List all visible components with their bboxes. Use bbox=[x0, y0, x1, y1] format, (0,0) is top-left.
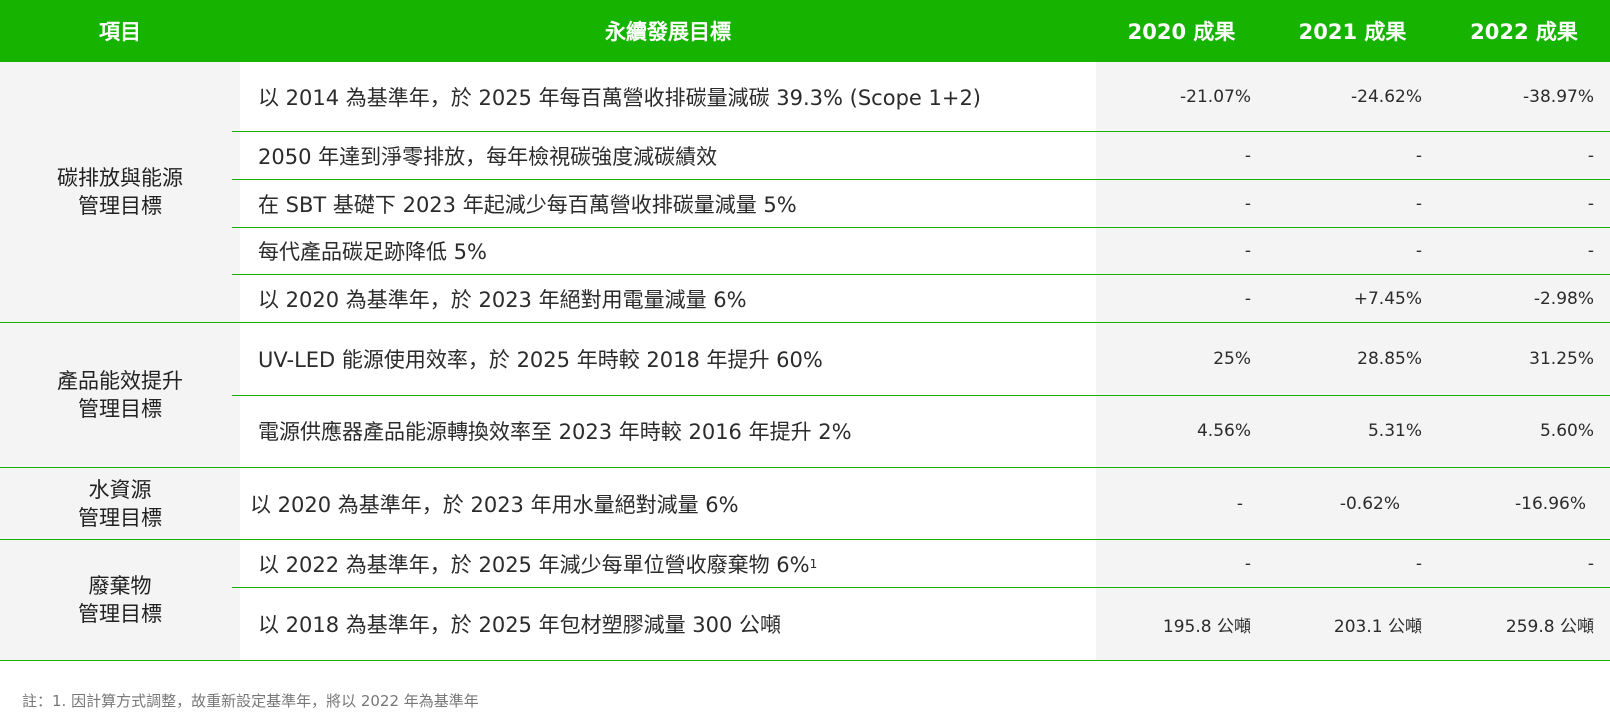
row-divider bbox=[232, 227, 1610, 228]
category-label-line2: 管理目標 bbox=[78, 397, 162, 421]
row-divider bbox=[232, 179, 1610, 180]
result-2020: 4.56% bbox=[1096, 395, 1267, 467]
result-2020: -21.07% bbox=[1096, 62, 1267, 132]
target-text: 以 2020 為基準年，於 2023 年絕對用電量減量 6% bbox=[258, 287, 747, 312]
result-2022: - bbox=[1438, 227, 1610, 275]
group-divider bbox=[0, 539, 1610, 540]
header-2022-result: 2022 成果 bbox=[1438, 0, 1610, 62]
result-2022: -16.96% bbox=[1438, 468, 1610, 539]
result-2021: +7.45% bbox=[1267, 275, 1438, 322]
category-label-line2: 管理目標 bbox=[78, 602, 162, 626]
group-divider bbox=[0, 322, 1610, 323]
target-text: 以 2014 為基準年，於 2025 年每百萬營收排碳量減碳 39.3% (Sc… bbox=[258, 86, 982, 110]
target-text-body: 以 2022 為基準年，於 2025 年減少每單位營收廢棄物 6% bbox=[258, 553, 810, 577]
header-2020-result: 2020 成果 bbox=[1096, 0, 1267, 62]
category-label-line2: 管理目標 bbox=[78, 194, 162, 218]
result-2022: - bbox=[1438, 132, 1610, 180]
category-label-line1: 水資源 bbox=[88, 477, 152, 502]
category-label-line1: 碳排放與能源 bbox=[57, 166, 183, 190]
result-2020: - bbox=[1096, 180, 1267, 227]
category-label-line1: 產品能效提升 bbox=[57, 369, 183, 393]
header-item: 項目 bbox=[0, 0, 240, 62]
result-2021: 203.1 公噸 bbox=[1267, 588, 1438, 660]
result-2022: - bbox=[1438, 180, 1610, 227]
target-text: 在 SBT 基礎下 2023 年起減少每百萬營收排碳量減量 5% bbox=[258, 192, 797, 217]
result-2020: 195.8 公噸 bbox=[1096, 588, 1267, 660]
category-label-line2: 管理目標 bbox=[78, 505, 162, 530]
target-text: 以 2022 為基準年，於 2025 年減少每單位營收廢棄物 6% 1 bbox=[240, 540, 1096, 588]
result-2020: - bbox=[1096, 275, 1267, 322]
category-product-efficiency: 產品能效提升 管理目標 bbox=[0, 323, 240, 467]
result-2021: 5.31% bbox=[1267, 395, 1438, 467]
result-2022: - bbox=[1438, 540, 1610, 588]
result-2021: -0.62% bbox=[1267, 468, 1438, 539]
result-2021: 28.85% bbox=[1267, 323, 1438, 395]
category-water: 水資源 管理目標 bbox=[0, 468, 240, 539]
category-label-line1: 廢棄物 bbox=[88, 574, 152, 598]
row-divider bbox=[232, 274, 1610, 275]
result-2020: - bbox=[1096, 227, 1267, 275]
table-bottom-border bbox=[0, 660, 1610, 661]
result-2021: - bbox=[1267, 540, 1438, 588]
result-2021: - bbox=[1267, 227, 1438, 275]
target-text: 每代產品碳足跡降低 5% bbox=[258, 240, 487, 264]
header-target: 永續發展目標 bbox=[240, 0, 1096, 62]
category-carbon-energy: 碳排放與能源 管理目標 bbox=[0, 62, 240, 322]
row-divider bbox=[232, 395, 1610, 396]
result-2020: - bbox=[1096, 540, 1267, 588]
footnote: 註：1. 因計算方式調整，故重新設定基準年，將以 2022 年為基準年 bbox=[22, 692, 479, 710]
category-waste: 廢棄物 管理目標 bbox=[0, 540, 240, 660]
header-2021-result: 2021 成果 bbox=[1267, 0, 1438, 62]
result-2021: -24.62% bbox=[1267, 62, 1438, 132]
result-2022: 31.25% bbox=[1438, 323, 1610, 395]
result-2022: 5.60% bbox=[1438, 395, 1610, 467]
target-text: 以 2018 為基準年，於 2025 年包材塑膠減量 300 公噸 bbox=[258, 613, 782, 637]
target-text: 2050 年達到淨零排放，每年檢視碳強度減碳績效 bbox=[258, 145, 718, 169]
target-text: UV-LED 能源使用效率，於 2025 年時較 2018 年提升 60% bbox=[258, 348, 823, 372]
result-2022: 259.8 公噸 bbox=[1438, 588, 1610, 660]
result-2021: - bbox=[1267, 132, 1438, 180]
result-2020: - bbox=[1096, 132, 1267, 180]
target-text: 電源供應器產品能源轉換效率至 2023 年時較 2016 年提升 2% bbox=[258, 420, 852, 444]
result-2021: - bbox=[1267, 180, 1438, 227]
target-text: 以 2020 為基準年，於 2023 年用水量絕對減量 6% bbox=[250, 492, 739, 517]
result-2022: -2.98% bbox=[1438, 275, 1610, 322]
result-2020: - bbox=[1096, 468, 1267, 539]
row-divider bbox=[232, 131, 1610, 132]
result-2020: 25% bbox=[1096, 323, 1267, 395]
result-2022: -38.97% bbox=[1438, 62, 1610, 132]
row-divider bbox=[232, 587, 1610, 588]
group-divider bbox=[0, 467, 1610, 468]
